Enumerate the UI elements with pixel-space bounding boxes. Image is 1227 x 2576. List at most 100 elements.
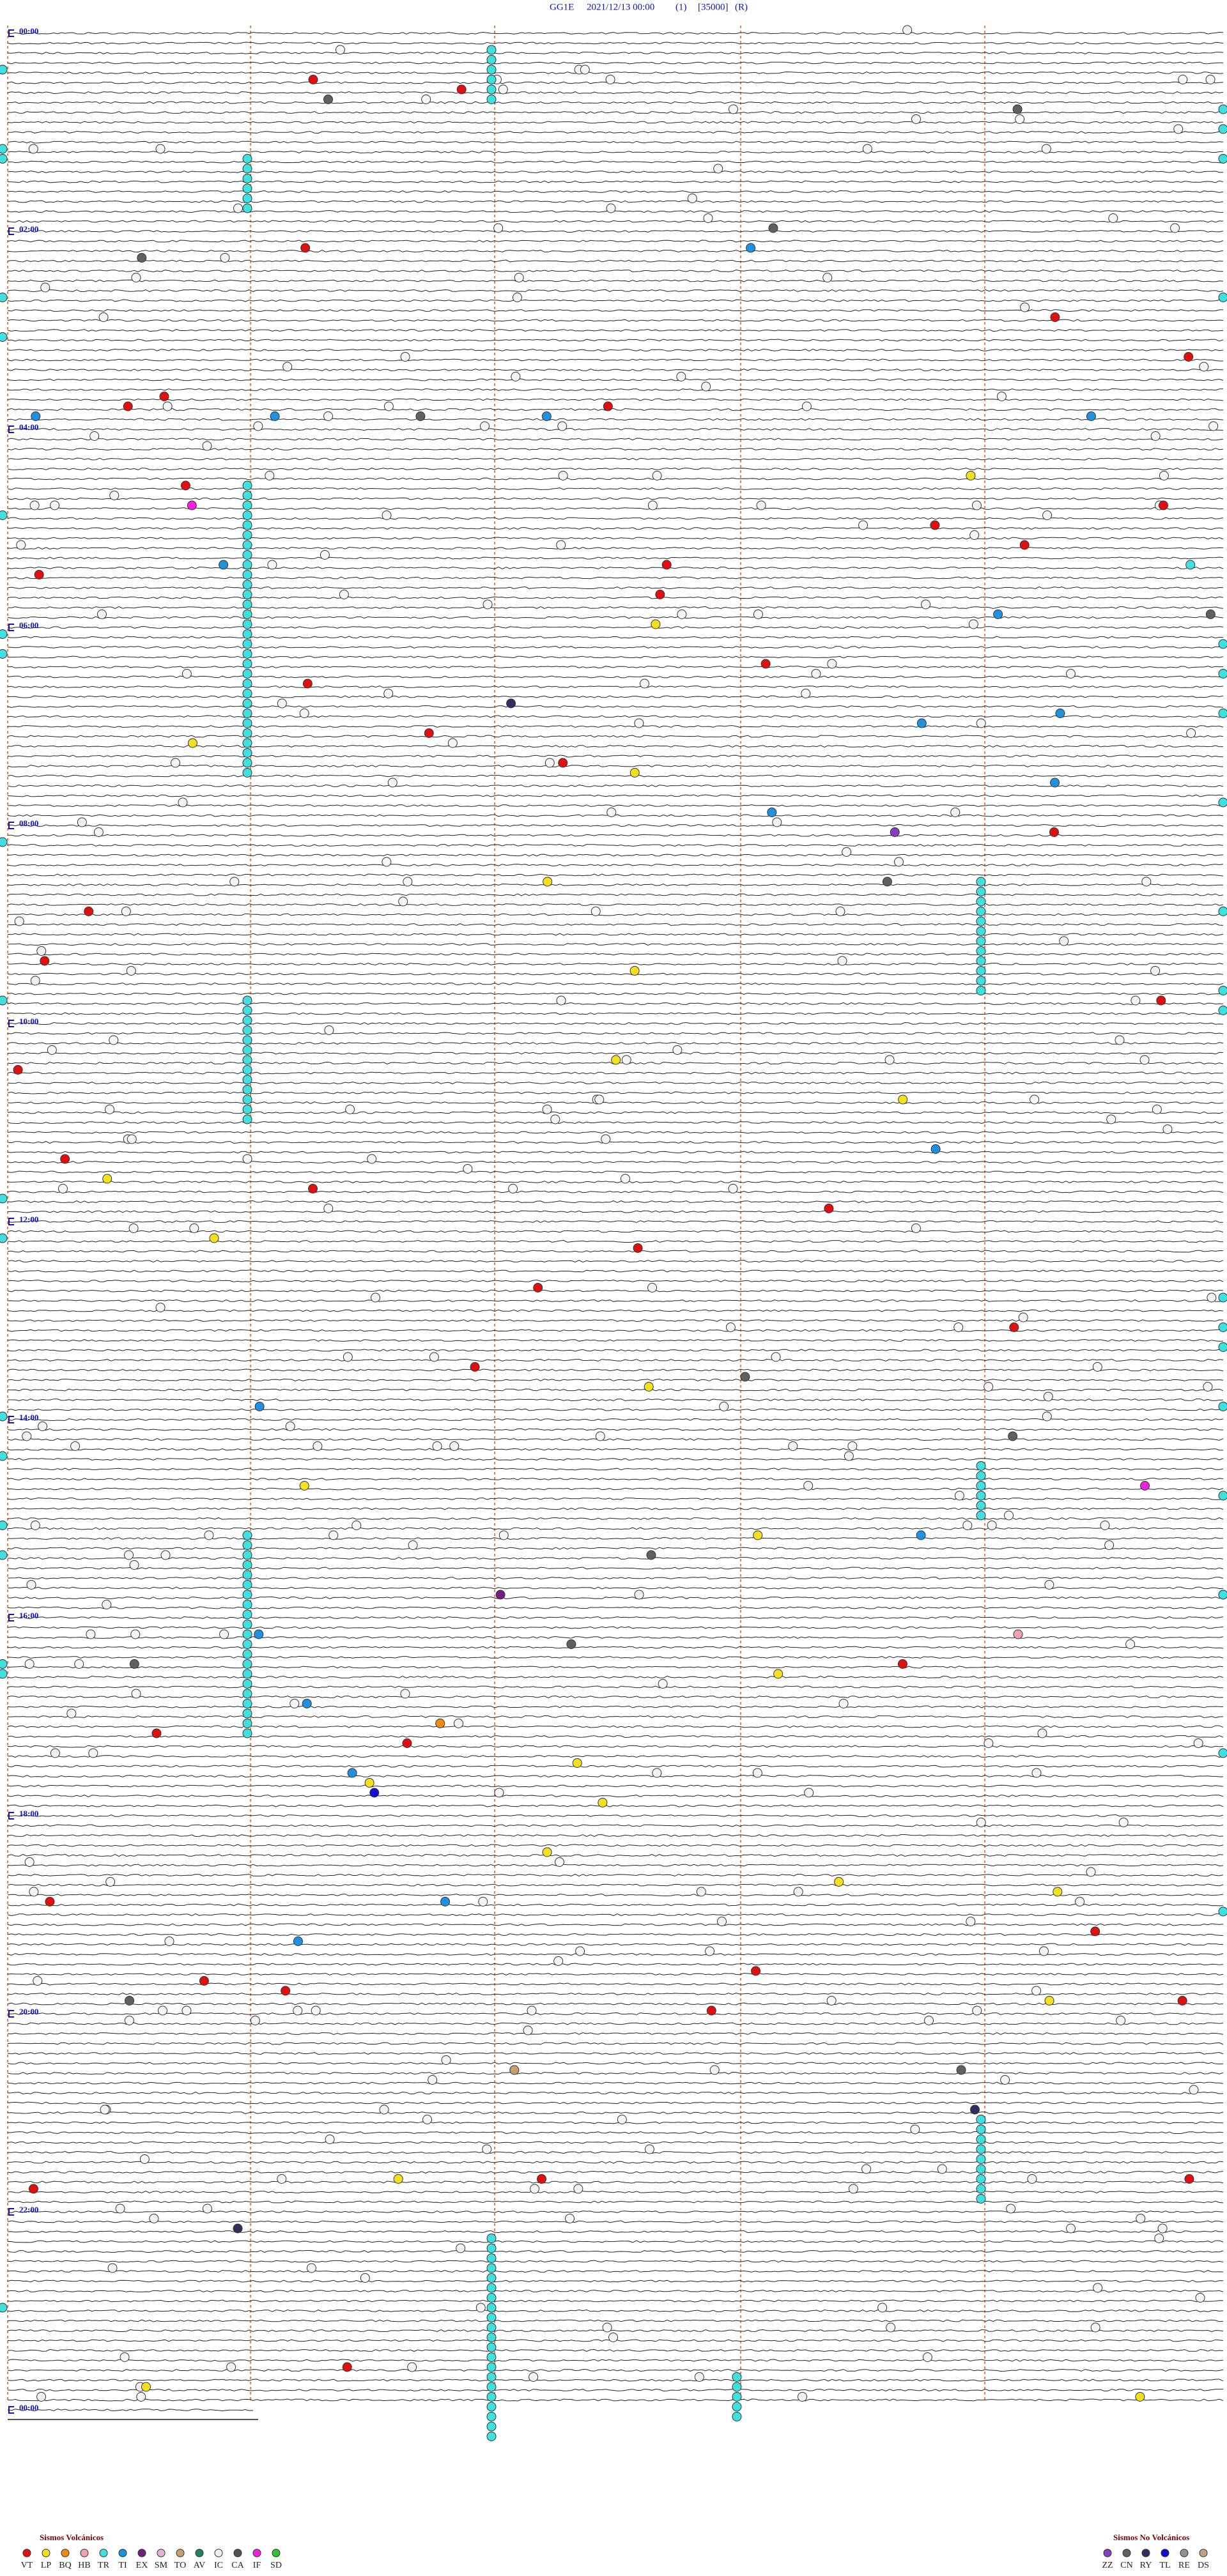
event-marker: [658, 1679, 668, 1689]
event-marker: [1173, 124, 1184, 134]
legend-marker: [99, 2549, 108, 2557]
event-marker: [954, 1491, 964, 1501]
event-marker: [801, 689, 811, 698]
event-marker: [937, 2164, 947, 2174]
trace: [7, 1210, 1224, 1213]
event-marker: [732, 2402, 742, 2412]
event-marker: [93, 827, 104, 837]
event-marker: [1116, 2016, 1126, 2025]
event-marker: [834, 1877, 844, 1887]
trace: [7, 2210, 1224, 2214]
event-marker: [824, 1204, 834, 1213]
trace: [7, 1992, 1224, 1996]
event-marker: [66, 1708, 77, 1719]
event-marker: [514, 273, 524, 282]
event-marker: [242, 480, 252, 491]
event-marker: [403, 877, 413, 887]
event-marker: [1066, 2223, 1076, 2234]
event-marker: [24, 1659, 35, 1669]
event-marker: [1118, 1818, 1129, 1827]
event-marker: [768, 223, 778, 233]
event-marker: [486, 2432, 497, 2441]
event-marker: [242, 560, 252, 570]
time-label: 14:00: [19, 1413, 38, 1422]
trace: [7, 1626, 1224, 1629]
trace: [7, 1824, 1224, 1827]
trace: [7, 358, 1223, 362]
event-marker: [629, 966, 640, 976]
event-marker: [242, 689, 252, 698]
trace: [7, 1547, 1224, 1550]
event-marker: [976, 2115, 986, 2124]
event-marker: [753, 610, 763, 619]
event-marker: [128, 1223, 139, 1233]
event-marker: [1115, 1035, 1125, 1045]
event-marker: [382, 510, 392, 520]
event-marker: [429, 1352, 439, 1362]
trace: [7, 972, 1224, 976]
datetime: 2021/12/13 00:00: [587, 2, 654, 12]
event-marker: [324, 1025, 334, 1035]
event-marker: [407, 2362, 417, 2372]
event-marker: [170, 758, 180, 768]
event-marker: [126, 966, 136, 976]
event-marker: [793, 1887, 803, 1897]
legend-code: IF: [253, 2561, 261, 2570]
event-marker: [924, 2016, 934, 2025]
event-marker: [299, 1481, 309, 1491]
trace: [7, 774, 1224, 778]
trace: [7, 1567, 1224, 1570]
legend-code: SD: [270, 2561, 282, 2570]
event-marker: [728, 104, 738, 114]
event-marker: [976, 976, 986, 986]
event-marker: [242, 1085, 252, 1094]
event-marker: [486, 65, 497, 75]
event-marker: [30, 976, 40, 986]
event-marker: [328, 1530, 339, 1540]
trace: [7, 1636, 1224, 1639]
event-marker: [732, 2382, 742, 2392]
station: GG1E: [550, 2, 574, 12]
event-marker: [0, 649, 8, 659]
event-marker: [602, 2322, 612, 2333]
event-marker: [1030, 1094, 1040, 1105]
event-marker: [1218, 907, 1227, 916]
trace: [7, 507, 1224, 510]
event-marker: [1218, 639, 1227, 649]
event-marker: [601, 1134, 611, 1144]
trace: [7, 2409, 254, 2412]
event-marker: [313, 1441, 323, 1451]
event-marker: [634, 718, 644, 728]
event-marker: [1158, 500, 1168, 510]
event-marker: [242, 629, 252, 639]
event-marker: [847, 1441, 858, 1451]
event-marker: [950, 808, 961, 817]
legend-code: HB: [78, 2561, 90, 2570]
event-marker: [36, 946, 47, 956]
event-marker: [242, 1689, 252, 1699]
legend-code: RE: [1178, 2561, 1190, 2570]
event-marker: [130, 1629, 141, 1639]
event-marker: [219, 1629, 229, 1639]
event-marker: [1050, 312, 1060, 322]
trace: [7, 229, 1224, 233]
trace: [7, 1715, 1224, 1719]
trace: [7, 200, 1224, 203]
event-marker: [976, 2164, 986, 2174]
trace: [7, 1190, 1224, 1193]
trace: [7, 2141, 1224, 2144]
event-marker: [976, 946, 986, 956]
event-marker: [129, 1659, 139, 1669]
time-label: 18:00: [19, 1809, 38, 1818]
event-marker: [1093, 2283, 1103, 2293]
trace: [7, 665, 1224, 669]
header: GG1E 2021/12/13 00:00 (1) [35000] (R): [550, 2, 748, 12]
event-marker: [970, 2104, 980, 2115]
event-marker: [250, 2016, 260, 2025]
trace: [7, 1695, 1224, 1699]
event-marker: [1049, 827, 1059, 837]
event-marker: [30, 1521, 40, 1530]
event-marker: [34, 570, 44, 579]
event-marker: [1218, 1006, 1227, 1015]
event-marker: [719, 1402, 729, 1411]
